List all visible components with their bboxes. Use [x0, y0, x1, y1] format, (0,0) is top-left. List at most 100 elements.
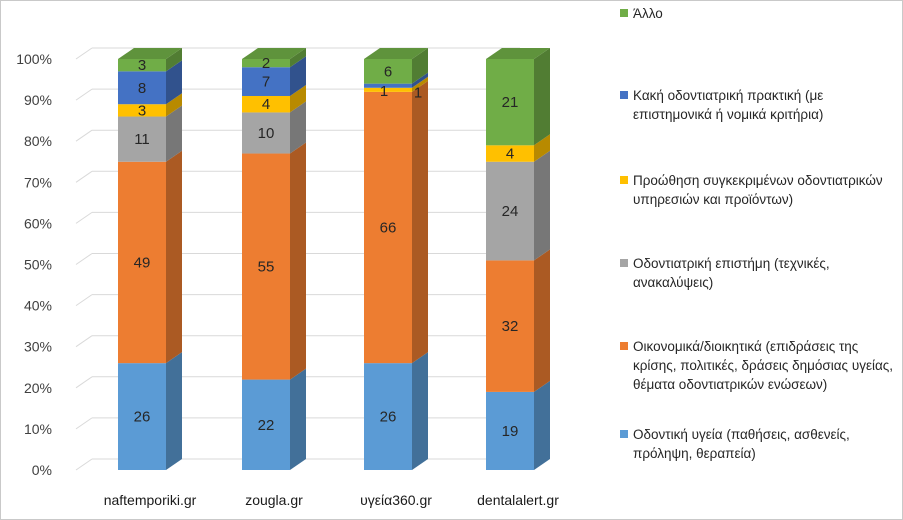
- bar-segment-side: [290, 84, 306, 113]
- bar-segment: [364, 59, 412, 84]
- bar-segment-side: [166, 60, 182, 105]
- bar-segment: [486, 145, 534, 162]
- y-tick-label: 100%: [16, 51, 52, 67]
- y-tick-label: 90%: [24, 92, 52, 108]
- data-label: 3: [138, 57, 146, 74]
- legend-swatch: [620, 430, 628, 438]
- data-label: 7: [262, 74, 270, 91]
- data-label: 49: [134, 254, 151, 271]
- bar-segment-side: [534, 249, 550, 392]
- bar-top: [242, 48, 306, 59]
- legend-label: Προώθηση συγκεκριμένων οδοντιατρικών υπη…: [633, 173, 883, 207]
- legend-swatch: [620, 342, 628, 350]
- bar-segment: [486, 161, 534, 261]
- data-label: 3: [138, 102, 146, 119]
- data-label: 19: [502, 423, 519, 440]
- bar-segment: [118, 161, 166, 364]
- data-label: 11: [134, 131, 150, 148]
- y-tick-label: 10%: [24, 421, 52, 437]
- data-label: 55: [258, 259, 275, 276]
- bar-segment: [118, 363, 166, 470]
- bar-segment-side: [166, 150, 182, 364]
- gridline-depth: [75, 294, 93, 307]
- y-tick-label: 60%: [24, 215, 52, 231]
- bar-segment: [364, 91, 412, 364]
- bar-segment: [364, 363, 412, 470]
- data-label: 22: [258, 417, 275, 434]
- y-tick-label: 30%: [24, 339, 52, 355]
- x-category-label: dentalalert.gr: [477, 492, 559, 508]
- bar-segment-side: [534, 380, 550, 470]
- gridline-depth: [75, 211, 93, 224]
- bar-segment-side: [412, 48, 428, 84]
- bar-segment-side: [534, 48, 550, 146]
- bar-segment-side: [290, 56, 306, 96]
- bar-segment: [242, 59, 290, 68]
- y-tick-label: 20%: [24, 380, 52, 396]
- legend: Άλλο Κακή οδοντιατρική πρακτική (με επιστ…: [620, 0, 900, 518]
- gridline-depth: [75, 458, 93, 471]
- bar-segment-side: [290, 48, 306, 68]
- legend-label: Κακή οδοντιατρική πρακτική (με επιστημον…: [633, 88, 824, 122]
- data-label: 6: [384, 63, 392, 80]
- gridline-depth: [75, 88, 93, 101]
- bar-segment: [118, 71, 166, 105]
- data-label: 4: [506, 146, 514, 163]
- bar-segment-side: [412, 80, 428, 364]
- bar-segment-side: [166, 93, 182, 117]
- bar-segment-side: [412, 352, 428, 470]
- data-label: 21: [502, 94, 519, 111]
- data-label: 10: [258, 125, 275, 142]
- bar-top: [364, 48, 428, 59]
- y-tick-label: 50%: [24, 257, 52, 273]
- bar-segment: [118, 116, 166, 162]
- bar-segment: [242, 67, 290, 96]
- gridline-depth: [75, 129, 93, 142]
- bar-segment-side: [412, 72, 428, 88]
- bar-segment-side: [534, 150, 550, 261]
- y-tick-label: 40%: [24, 298, 52, 314]
- bar-segment: [486, 391, 534, 470]
- bar-segment: [364, 87, 412, 92]
- bar-segment: [486, 260, 534, 392]
- bar-segment: [242, 379, 290, 470]
- legend-swatch: [620, 176, 628, 184]
- bar-segment-side: [166, 105, 182, 162]
- gridline-depth: [75, 417, 93, 430]
- gridline-depth: [75, 47, 93, 60]
- bar-segment-side: [166, 48, 182, 72]
- bar-segment: [242, 153, 290, 380]
- bar-segment-side: [290, 101, 306, 154]
- legend-label: Άλλο: [633, 6, 663, 21]
- x-category-label: zougla.gr: [245, 492, 303, 508]
- y-tick-label: 80%: [24, 133, 52, 149]
- legend-label: Οδοντιατρική επιστήμη (τεχνικές, ανακαλύ…: [633, 256, 830, 290]
- gridline-depth: [75, 170, 93, 183]
- bar-segment: [118, 59, 166, 72]
- bar-segment: [242, 95, 290, 113]
- y-tick-label: 70%: [24, 174, 52, 190]
- data-label: 26: [134, 409, 151, 426]
- data-label: 66: [380, 220, 397, 237]
- data-label: 2: [262, 55, 270, 72]
- data-label: 26: [380, 409, 397, 426]
- legend-swatch: [620, 9, 628, 17]
- data-label: 32: [502, 318, 519, 335]
- gridline-depth: [75, 253, 93, 265]
- bar-segment: [486, 59, 534, 146]
- bar-segment-side: [412, 76, 428, 92]
- legend-label: Οικονομικά/διοικητικά (επιδράσεις της κρ…: [633, 339, 894, 392]
- bar-segment: [364, 83, 412, 88]
- data-label: 4: [262, 96, 270, 113]
- y-tick-label: 0%: [32, 462, 52, 478]
- x-category-label: naftemporiki.gr: [104, 492, 197, 508]
- data-label: 1: [414, 85, 422, 102]
- legend-label: Οδοντική υγεία (παθήσεις, ασθενείς, πρόλ…: [633, 427, 850, 461]
- bar-segment-side: [534, 134, 550, 162]
- data-label: 24: [502, 203, 519, 220]
- bar-segment-side: [290, 368, 306, 470]
- bar-top: [486, 48, 550, 59]
- bar-top: [118, 48, 182, 59]
- legend-swatch: [620, 91, 628, 99]
